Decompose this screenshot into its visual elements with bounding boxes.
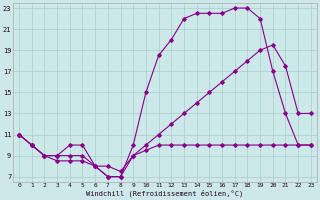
X-axis label: Windchill (Refroidissement éolien,°C): Windchill (Refroidissement éolien,°C): [86, 190, 244, 197]
